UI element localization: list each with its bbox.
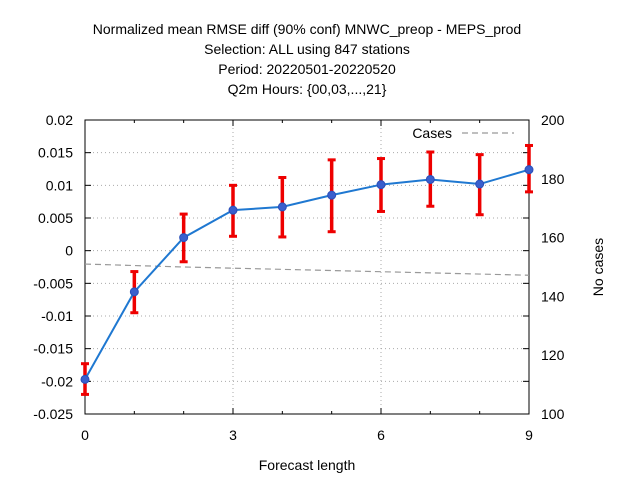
x-tick-label: 0 <box>81 427 89 443</box>
title-line-2: Period: 20220501-20220520 <box>218 61 396 77</box>
legend-label-cases: Cases <box>412 125 452 141</box>
data-point <box>376 180 386 190</box>
axis-ticks: -0.025 -0.02 -0.015 -0.01 -0.005 0 0.005 0.01 0.… <box>33 112 564 443</box>
y2-axis-label: No cases <box>590 238 606 296</box>
y2-tick-label: 160 <box>541 230 565 246</box>
y-tick-label: 0.015 <box>38 145 73 161</box>
data-point <box>524 165 534 175</box>
y2-tick-label: 120 <box>541 347 565 363</box>
data-point <box>425 174 435 184</box>
x-tick-label: 6 <box>377 427 385 443</box>
x-axis-label: Forecast length <box>259 457 356 473</box>
legend: Cases <box>412 125 514 141</box>
data-point <box>179 233 189 243</box>
y-tick-label: -0.01 <box>41 308 73 324</box>
y-tick-label: 0.01 <box>46 177 73 193</box>
data-point <box>80 374 90 384</box>
title-line-3: Q2m Hours: {00,03,...,21} <box>228 81 387 97</box>
grid-lines <box>85 120 529 414</box>
y-tick-label: -0.015 <box>33 341 73 357</box>
plot-frame <box>84 119 530 415</box>
y2-tick-label: 100 <box>541 406 565 422</box>
y2-tick-label: 140 <box>541 288 565 304</box>
x-tick-label: 9 <box>525 427 533 443</box>
title-line-1: Selection: ALL using 847 stations <box>204 41 410 57</box>
y-tick-label: -0.025 <box>33 406 73 422</box>
y-tick-label: -0.02 <box>41 373 73 389</box>
cases-line <box>84 263 530 276</box>
data-point <box>327 190 337 200</box>
chart-title: Normalized mean RMSE diff (90% conf) MNW… <box>93 21 521 97</box>
y2-tick-label: 180 <box>541 171 565 187</box>
y-tick-label: 0.02 <box>46 112 73 128</box>
y2-tick-label: 200 <box>541 112 565 128</box>
data-point <box>228 205 238 215</box>
cases-series <box>84 263 530 276</box>
data-point <box>277 202 287 212</box>
title-line-0: Normalized mean RMSE diff (90% conf) MNW… <box>93 21 521 37</box>
data-point <box>475 179 485 189</box>
data-point <box>129 287 139 297</box>
x-tick-label: 3 <box>229 427 237 443</box>
rmse-diff-series <box>80 165 534 384</box>
y-tick-label: 0.005 <box>38 210 73 226</box>
y-tick-label: 0 <box>65 243 73 259</box>
rmse-diff-line <box>84 168 530 380</box>
y-tick-label: -0.005 <box>33 275 73 291</box>
